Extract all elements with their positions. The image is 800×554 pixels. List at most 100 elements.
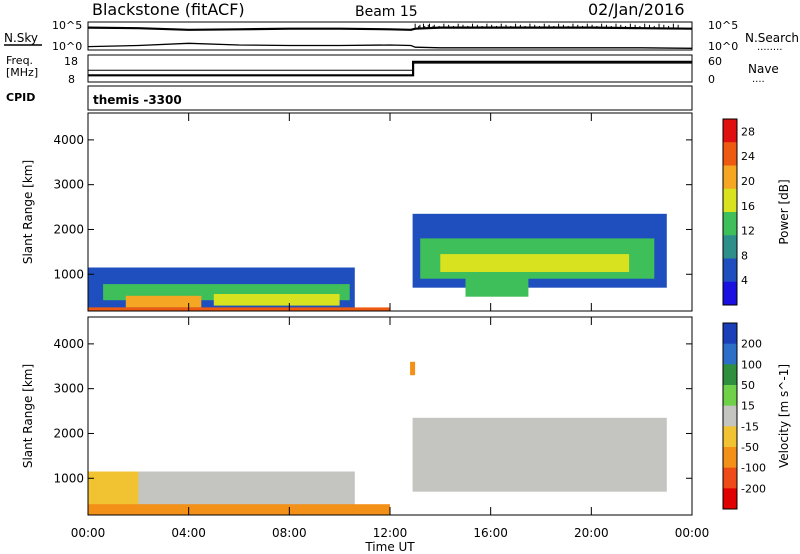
- y-tick-label: 1000: [53, 267, 84, 281]
- velocity-colorbar: 200 100 50 15 -15 -50 -100 -200: [722, 322, 766, 510]
- cpid-value: themis -3300: [93, 93, 182, 107]
- echo-region: [125, 295, 202, 308]
- y-tick-label: 4000: [53, 337, 84, 351]
- colorbar-frame: [722, 322, 738, 510]
- velocity-y-axis: 1000 2000 3000 4000: [53, 337, 692, 485]
- date-title: 02/Jan/2016: [588, 0, 685, 19]
- colorbar-tick-label: -200: [741, 482, 766, 495]
- nave-tick-low: 0: [708, 73, 715, 86]
- freq-label: Freq.: [6, 54, 33, 67]
- power-cbar-label: Power [dB]: [777, 179, 791, 244]
- noise-panel: N.Sky 10^5 10^0 10^5 10^0 N.Search .....…: [4, 19, 799, 53]
- velocity-cbar-label: Velocity [m s^-1]: [777, 364, 791, 468]
- power-ylabel: Slant Range [km]: [21, 160, 35, 264]
- colorbar-segment: [723, 188, 737, 213]
- echo-region: [412, 417, 667, 492]
- colorbar-tick-label: 100: [741, 358, 762, 371]
- x-tick-label: 08:00: [272, 526, 307, 540]
- y-tick-label: 3000: [53, 382, 84, 396]
- colorbar-tick-label: 12: [741, 225, 755, 238]
- colorbar-frame: [722, 118, 738, 306]
- colorbar-segment: [723, 447, 737, 469]
- nsky-label: N.Sky: [4, 31, 38, 45]
- x-tick-label: 16:00: [473, 526, 508, 540]
- colorbar-segment: [723, 142, 737, 166]
- nave-series-line: [88, 62, 692, 71]
- colorbar-tick-label: 4: [741, 274, 748, 287]
- nave-tick-high: 60: [708, 55, 722, 68]
- freq-tick-high: 18: [64, 55, 78, 68]
- noise-tick-low-right: 10^0: [708, 40, 738, 53]
- velocity-ylabel: Slant Range [km]: [21, 364, 35, 468]
- colorbar-segment: [723, 281, 737, 306]
- x-tick-label: 20:00: [574, 526, 609, 540]
- colorbar-segment: [723, 165, 737, 190]
- colorbar-segment: [723, 385, 737, 407]
- x-tick-label: 00:00: [675, 526, 710, 540]
- colorbar-tick-label: 50: [741, 379, 755, 392]
- colorbar-segment: [723, 323, 737, 345]
- nsearch-label: N.Search: [745, 31, 799, 45]
- noise-tick-high-left: 10^5: [52, 19, 82, 32]
- y-tick-label: 4000: [53, 133, 84, 147]
- echo-region: [410, 361, 416, 376]
- cpid-panel: CPID themis -3300: [6, 85, 693, 111]
- colorbar-tick-label: -50: [741, 441, 759, 454]
- colorbar-segment: [723, 235, 737, 259]
- x-tick-label: 04:00: [171, 526, 206, 540]
- colorbar-segment: [723, 426, 737, 448]
- colorbar-segment: [723, 405, 737, 427]
- y-tick-label: 1000: [53, 471, 84, 485]
- x-tick-label: 00:00: [71, 526, 106, 540]
- velocity-panel: 1000 2000 3000 4000 Slant Range [km] 200 100…: [21, 316, 791, 516]
- echo-region: [88, 307, 390, 311]
- echo-region: [465, 276, 529, 297]
- time-x-axis: 00:00 04:00 08:00 12:00 16:00 20:00 00:00: [71, 113, 710, 540]
- cpid-label: CPID: [6, 91, 35, 104]
- beam-title: Beam 15: [355, 4, 418, 20]
- velocity-plot-area: [88, 361, 667, 515]
- nave-label: Nave: [748, 62, 779, 76]
- colorbar-tick-label: -15: [741, 420, 759, 433]
- power-plot-area: [88, 213, 667, 311]
- colorbar-tick-label: 24: [741, 150, 755, 163]
- noise-spikes: [414, 23, 679, 28]
- echo-region: [213, 294, 340, 306]
- colorbar-segment: [723, 212, 737, 236]
- y-tick-label: 2000: [53, 222, 84, 236]
- power-panel: 1000 2000 3000 4000 Slant Range [km] 4 8 12 16…: [21, 112, 791, 312]
- colorbar-tick-label: 8: [741, 249, 748, 262]
- nsearch-series-line: [87, 42, 693, 49]
- power-y-axis: 1000 2000 3000 4000: [53, 133, 692, 281]
- colorbar-tick-label: 15: [741, 400, 755, 413]
- mhz-label: [MHz]: [6, 66, 38, 79]
- x-axis-label: Time UT: [364, 540, 415, 554]
- echo-region: [88, 504, 390, 515]
- colorbar-segment: [723, 119, 737, 143]
- colorbar-tick-label: 200: [741, 338, 762, 351]
- noise-tick-high-right: 10^5: [708, 19, 738, 32]
- colorbar-tick-label: 28: [741, 125, 755, 138]
- nave-dots: ....: [752, 74, 765, 85]
- colorbar-segment: [723, 488, 737, 510]
- y-tick-label: 2000: [53, 426, 84, 440]
- station-title: Blackstone (fitACF): [92, 0, 245, 19]
- freq-series-line: [88, 60, 692, 77]
- nsearch-dots: ........: [757, 42, 782, 53]
- y-tick-label: 3000: [53, 178, 84, 192]
- colorbar-tick-label: -100: [741, 462, 766, 475]
- colorbar-segment: [723, 258, 737, 283]
- freq-panel: Freq. [MHz] 18 8 60 0 Nave ....: [6, 54, 779, 86]
- colorbar-tick-label: 16: [741, 200, 755, 213]
- colorbar-segment: [723, 364, 737, 386]
- echo-region: [440, 254, 630, 272]
- colorbar-tick-label: 20: [741, 175, 755, 188]
- colorbar-segment: [723, 343, 737, 365]
- x-tick-label: 12:00: [373, 526, 408, 540]
- colorbar-segment: [723, 467, 737, 489]
- noise-tick-low-left: 10^0: [52, 40, 82, 53]
- power-colorbar: 4 8 12 16 20 24 28: [722, 118, 755, 306]
- freq-tick-low: 8: [68, 73, 75, 86]
- nsky-series-line: [87, 26, 693, 31]
